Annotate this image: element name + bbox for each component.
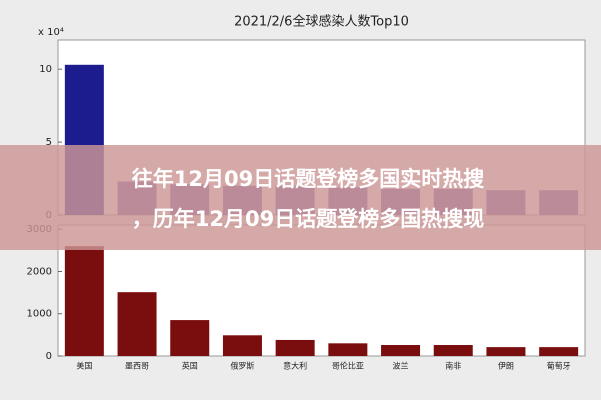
x-tick-label: 意大利 bbox=[283, 361, 307, 371]
chart-title: 2021/2/6全球感染人数Top10 bbox=[234, 14, 409, 30]
bar bbox=[275, 339, 315, 356]
x-tick-label: 南非 bbox=[445, 361, 461, 371]
bar bbox=[64, 246, 104, 356]
bar bbox=[222, 335, 262, 356]
y-multiplier: x 10⁴ bbox=[38, 27, 64, 38]
bar bbox=[539, 347, 579, 356]
banner-background bbox=[0, 145, 601, 250]
bar bbox=[433, 345, 473, 356]
x-tick-label: 哥伦比亚 bbox=[332, 361, 364, 371]
y-tick-label: 0 bbox=[46, 351, 52, 362]
y-tick-label: 10 bbox=[39, 64, 52, 75]
x-tick-label: 美国 bbox=[76, 361, 92, 371]
y-tick-label: 5 bbox=[46, 137, 52, 148]
x-tick-label: 葡萄牙 bbox=[547, 361, 571, 371]
bar bbox=[170, 320, 210, 356]
x-tick-label: 伊朗 bbox=[498, 361, 514, 371]
bar bbox=[328, 343, 368, 356]
bar bbox=[117, 292, 157, 356]
bar bbox=[381, 345, 421, 356]
x-tick-label: 俄罗斯 bbox=[230, 361, 254, 371]
bar bbox=[486, 347, 526, 356]
y-tick-label: 2000 bbox=[27, 266, 52, 277]
banner-line: 往年12月09日话题登榜多国实时热搜 bbox=[132, 167, 485, 191]
x-tick-label: 墨西哥 bbox=[125, 362, 149, 371]
banner-line: ，历年12月09日话题登榜多国热搜现 bbox=[132, 207, 484, 231]
y-tick-label: 1000 bbox=[27, 309, 52, 320]
x-tick-label: 英国 bbox=[182, 361, 198, 371]
x-tick-label: 波兰 bbox=[393, 361, 409, 371]
